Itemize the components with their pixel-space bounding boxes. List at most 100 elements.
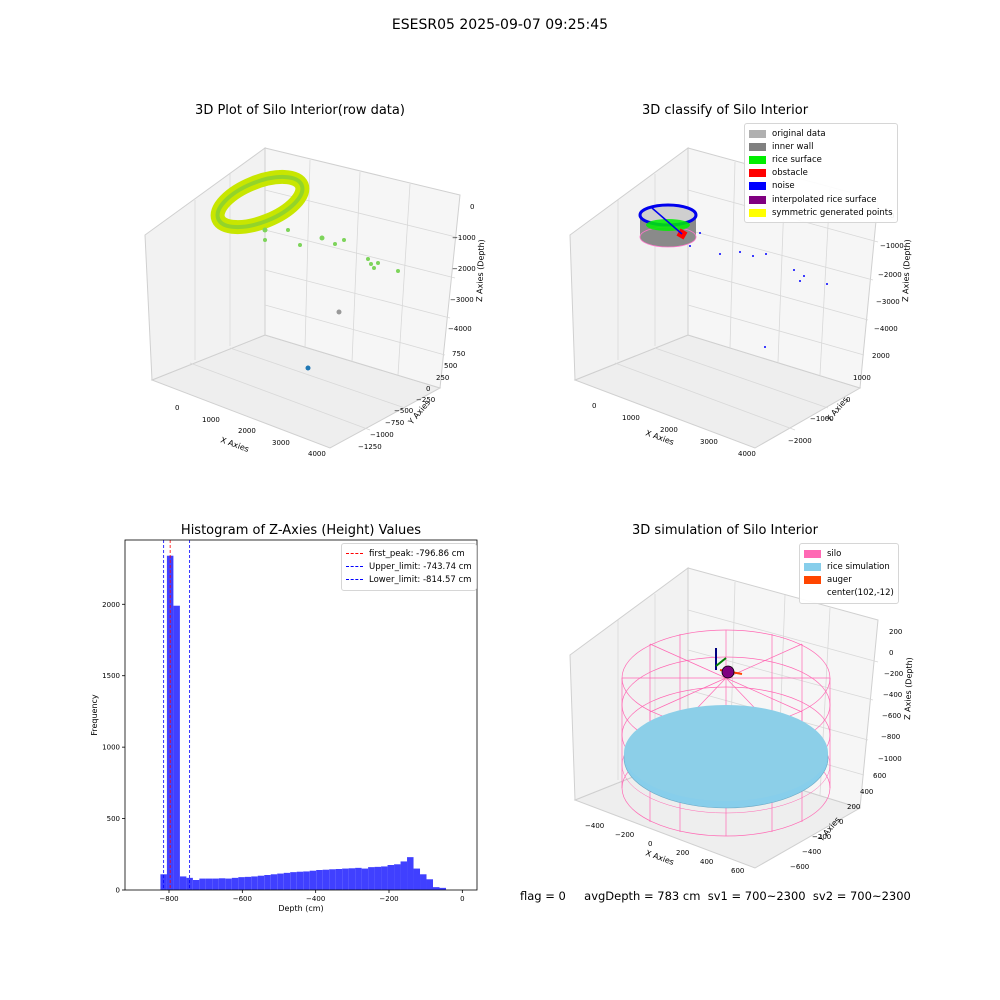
stats-readout: avgDepth = 783 cm sv1 = 700~2300 sv2 = 7… [584,889,911,903]
histogram-bar [173,605,180,890]
legend-swatch [749,169,766,178]
legend-label: first_peak: -796.86 cm [369,548,465,559]
raw-z-tick: −1000 [452,234,476,242]
raw-y-tick: −1250 [358,443,382,451]
legend-entry: original data [749,127,893,140]
classify-plot-title: 3D classify of Silo Interior [641,103,809,118]
histogram-bar [387,865,395,890]
histogram-bar [368,867,375,890]
simulation-y-tick: 200 [847,803,860,811]
classify-x-tick: 3000 [700,438,718,446]
legend-swatch [749,155,766,164]
raw-x-tick: 2000 [238,427,256,435]
raw-x-tick: 1000 [202,416,220,424]
histogram-bar [439,887,446,890]
legend-line [346,566,363,568]
histogram-bar [205,878,213,890]
raw-z-axis-label: Z Axies (Depth) [475,239,486,302]
histogram-bar [225,878,232,890]
simulation-x-tick: 0 [648,840,652,848]
raw-y-tick: −1000 [370,431,394,439]
legend-entry: noise [749,180,893,193]
raw-3d-plot: 0 1000 2000 3000 4000 750 500 250 0 −250… [144,147,486,458]
raw-y-tick: −750 [385,419,404,427]
legend-swatch [749,182,766,191]
legend-entry: interpolated rice surface [749,193,893,206]
simulation-y-tick: −400 [802,848,821,856]
classify-y-tick: 0 [846,396,850,404]
classify-z-tick: −1000 [880,242,904,250]
histogram-chart: −800 −600 −400 −200 0 0 500 1000 1500 2000 Depth… [90,539,478,913]
legend-label: silo [827,548,842,559]
classify-x-tick: 1000 [622,414,640,422]
classify-noise-streak [651,207,683,235]
raw-y-tick: −250 [416,396,435,404]
raw-x-tick: 4000 [308,450,326,458]
histogram-bar [335,869,343,890]
histogram-x-tick-label: −600 [233,895,252,903]
raw-scatter-points [262,227,400,273]
legend-entry: auger [804,573,894,586]
legend-line [346,579,363,581]
legend-label: inner wall [772,141,814,152]
legend-swatch [804,549,821,558]
histogram-bar [290,872,297,890]
histogram-bar [186,877,193,890]
histogram-legend: first_peak: -796.86 cm Upper_limit: -743… [341,543,477,591]
histogram-bar [316,870,323,890]
histogram-bar [374,866,382,890]
histogram-y-tick-label: 500 [107,815,120,823]
histogram-y-tick-label: 0 [116,887,120,895]
histogram-bar [381,866,388,890]
raw-plot-title: 3D Plot of Silo Interior(row data) [195,103,405,118]
legend-entry: rice simulation [804,560,894,573]
classify-x-tick: 0 [592,402,596,410]
simulation-z-tick: −400 [883,691,902,699]
raw-y-tick: 750 [452,350,465,358]
histogram-x-axis-label: Depth (cm) [278,904,323,913]
raw-y-tick: 500 [444,362,457,370]
simulation-y-tick: −600 [790,863,809,871]
auger-center-marker [721,665,735,679]
histogram-y-axis-label: Frequency [90,694,99,736]
raw-x-tick: 0 [175,404,179,412]
histogram-bar [270,874,278,890]
legend-label: Upper_limit: -743.74 cm [369,561,472,572]
legend-entry: symmetric generated points [749,206,893,219]
histogram-bar [231,877,239,890]
legend-entry: Lower_limit: -814.57 cm [346,573,472,586]
raw-outlier-point [305,365,311,371]
histogram-x-ticks: −800 −600 −400 −200 0 [159,890,465,903]
histogram-bar [322,869,330,890]
legend-label: obstacle [772,168,808,179]
histogram-bar [179,876,187,890]
legend-entry: center(102,-12) [804,587,894,600]
raw-y-tick: 250 [436,374,449,382]
histogram-bar [238,877,245,890]
classify-gridlines [614,161,879,431]
legend-label: Lower_limit: -814.57 cm [369,574,472,585]
legend-entry: silo [804,547,894,560]
legend-label: rice simulation [827,561,890,572]
legend-swatch [804,575,821,584]
raw-back-pane [264,147,461,389]
legend-label: symmetric generated points [772,207,893,218]
simulation-x-tick: −200 [615,831,634,839]
histogram-bar [303,871,310,890]
simulation-y-tick: 600 [873,772,886,780]
histogram-bar [244,876,252,890]
raw-gridlines [189,159,461,431]
raw-x-axis-label: X Axies [219,435,250,454]
histogram-bar [283,872,291,890]
histogram-reference-lines [163,540,191,890]
raw-outlier-point [336,309,342,315]
legend-swatch [749,129,766,138]
classify-y-tick: 1000 [853,374,871,382]
histogram-bar [264,875,271,890]
histogram-bar [420,874,427,890]
histogram-title: Histogram of Z-Axies (Height) Values [180,523,422,538]
histogram-bars [160,555,446,890]
legend-entry: inner wall [749,140,893,153]
classify-z-axis-label: Z Axies (Depth) [901,239,912,302]
simulation-z-tick: 0 [889,649,893,657]
